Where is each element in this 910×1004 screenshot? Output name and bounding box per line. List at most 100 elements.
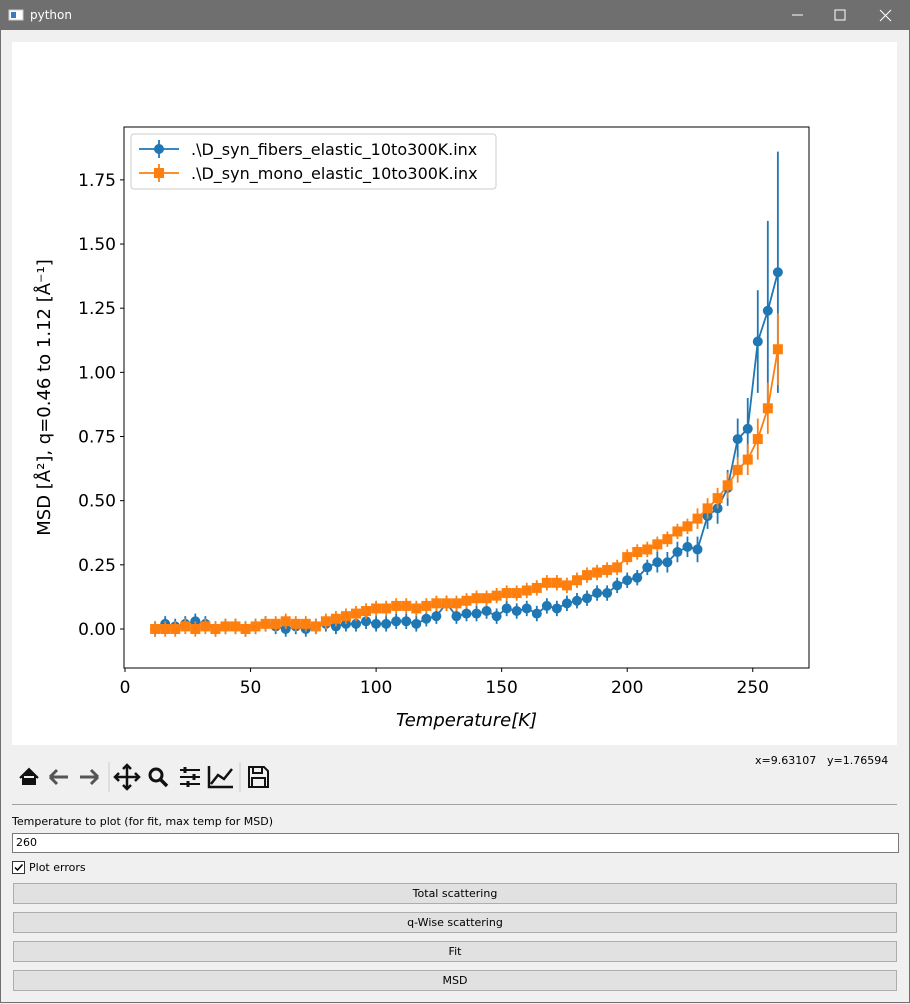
marker <box>622 575 633 586</box>
marker <box>652 539 663 550</box>
pan-button[interactable] <box>113 763 141 791</box>
y-tick-label: 1.25 <box>78 299 116 319</box>
marker <box>471 608 482 619</box>
separator <box>12 804 897 805</box>
marker <box>571 595 582 606</box>
marker <box>531 608 542 619</box>
x-tick-label: 250 <box>737 678 769 698</box>
plot-errors-label: Plot errors <box>29 861 86 874</box>
marker <box>722 480 733 491</box>
marker <box>682 521 693 532</box>
marker <box>692 513 703 524</box>
marker <box>541 577 552 588</box>
series-line <box>154 272 779 630</box>
marker <box>612 580 623 591</box>
marker <box>531 582 542 593</box>
marker <box>612 562 623 573</box>
marker <box>471 593 482 604</box>
x-tick-label: 200 <box>611 678 643 698</box>
marker <box>712 493 723 504</box>
marker <box>491 611 502 622</box>
marker <box>320 616 331 627</box>
marker <box>210 623 221 634</box>
marker <box>742 454 753 465</box>
window-title: python <box>30 8 72 22</box>
marker <box>571 575 582 586</box>
marker <box>371 603 382 614</box>
marker <box>652 557 663 568</box>
action-button[interactable]: MSD <box>13 970 897 991</box>
marker <box>451 598 462 609</box>
axes-button[interactable] <box>207 766 233 789</box>
marker <box>732 434 743 445</box>
marker <box>762 403 773 414</box>
maximize[interactable] <box>834 9 846 21</box>
marker <box>361 616 372 627</box>
zoom-button-handle <box>158 777 169 788</box>
y-tick-label: 1.50 <box>78 235 116 255</box>
action-button[interactable]: q-Wise scattering <box>13 912 897 933</box>
marker <box>682 541 693 552</box>
x-tick-label: 150 <box>485 678 517 698</box>
marker <box>401 616 412 627</box>
axes-frame <box>123 126 810 669</box>
marker <box>732 464 743 475</box>
y-coordinate: y=1.76594 <box>827 754 889 767</box>
marker <box>622 552 633 563</box>
action-button[interactable]: Total scattering <box>13 883 897 904</box>
marker <box>154 168 164 178</box>
marker <box>411 603 422 614</box>
marker <box>361 606 372 617</box>
marker <box>200 621 211 632</box>
save-button[interactable] <box>248 766 269 788</box>
toolbar <box>19 762 269 792</box>
marker <box>672 526 683 537</box>
legend-box <box>130 133 497 190</box>
marker <box>752 434 763 445</box>
zoom-button[interactable] <box>148 767 164 783</box>
marker <box>150 623 161 634</box>
marker <box>752 336 763 347</box>
marker <box>461 595 472 606</box>
title-bar-icons <box>8 9 892 22</box>
marker <box>541 600 552 611</box>
temperature-input[interactable]: 260 <box>12 833 899 853</box>
back-button[interactable] <box>48 768 68 786</box>
marker <box>742 423 753 434</box>
marker <box>330 613 341 624</box>
marker <box>441 598 452 609</box>
y-tick-label: 0.50 <box>78 492 116 512</box>
marker <box>582 570 593 581</box>
marker <box>481 593 492 604</box>
series <box>150 151 783 637</box>
forward-button[interactable] <box>80 768 100 786</box>
marker <box>260 618 271 629</box>
y-tick-label: 0.25 <box>78 556 116 576</box>
app-icon-part <box>11 12 16 18</box>
marker <box>602 564 613 575</box>
marker <box>310 621 321 632</box>
marker <box>170 623 181 634</box>
legend-label: .\D_syn_mono_elastic_10to300K.inx <box>191 164 478 184</box>
x-tick-label: 50 <box>240 678 262 698</box>
subplots-button[interactable] <box>180 769 200 785</box>
marker <box>421 613 432 624</box>
series <box>150 313 783 637</box>
marker <box>491 590 502 601</box>
action-button[interactable]: Fit <box>13 941 897 962</box>
y-tick-label: 0.00 <box>78 620 116 640</box>
marker <box>702 503 713 514</box>
home-button[interactable] <box>19 767 39 785</box>
marker <box>154 144 164 154</box>
marker <box>592 567 603 578</box>
marker <box>772 344 783 355</box>
marker <box>561 598 572 609</box>
marker <box>290 618 301 629</box>
marker <box>692 544 703 555</box>
marker <box>391 600 402 611</box>
close[interactable] <box>879 9 892 22</box>
marker <box>672 546 683 557</box>
marker <box>401 600 412 611</box>
plot-errors-checkbox[interactable] <box>12 861 25 874</box>
subplots-button-knobs <box>183 767 196 787</box>
